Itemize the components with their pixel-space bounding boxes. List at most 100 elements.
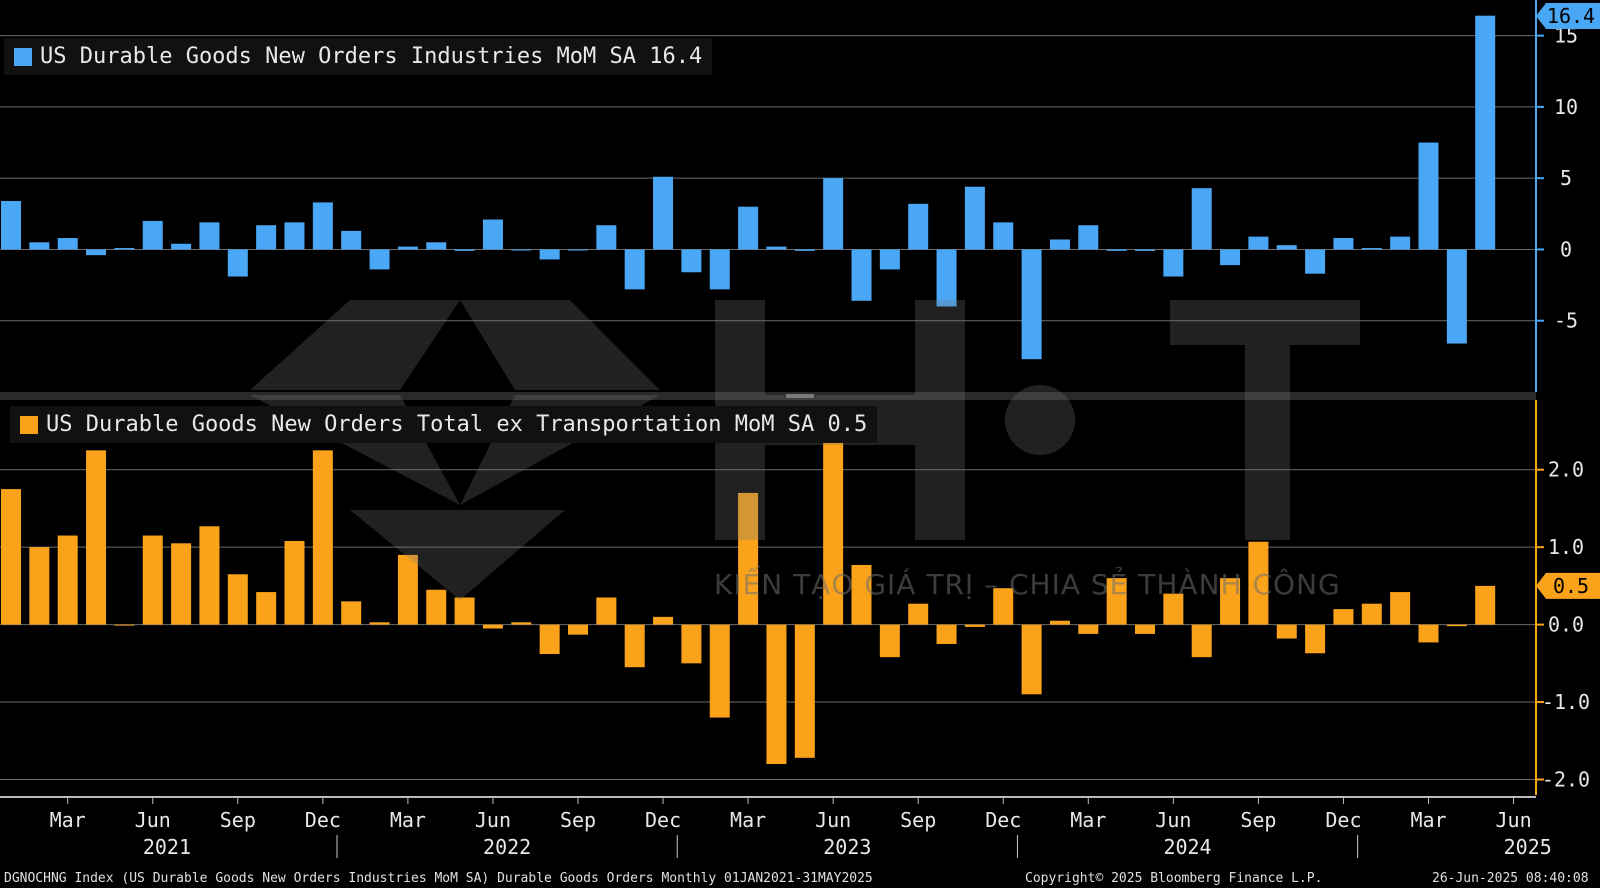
bottom-bar[interactable]	[653, 616, 674, 625]
top-bar[interactable]	[284, 222, 305, 250]
top-bar[interactable]	[1078, 225, 1099, 250]
top-bar[interactable]	[142, 220, 163, 250]
top-bar[interactable]	[1418, 142, 1439, 250]
top-bar[interactable]	[1191, 188, 1212, 250]
bottom-bar[interactable]	[1191, 624, 1212, 658]
top-bar[interactable]	[1106, 249, 1127, 251]
top-bar[interactable]	[369, 249, 390, 270]
panel-resize-handle[interactable]	[786, 394, 814, 398]
bottom-bar[interactable]	[369, 622, 390, 625]
top-bar[interactable]	[341, 230, 362, 250]
bottom-bar[interactable]	[511, 622, 532, 625]
bottom-bar[interactable]	[1475, 585, 1496, 625]
top-bar[interactable]	[964, 186, 985, 250]
bottom-bar[interactable]	[199, 526, 220, 625]
bottom-bar[interactable]	[341, 601, 362, 625]
top-bar[interactable]	[993, 222, 1014, 250]
bottom-bar[interactable]	[1220, 578, 1241, 625]
bottom-bar[interactable]	[596, 597, 617, 625]
top-bar[interactable]	[1446, 249, 1467, 344]
bottom-bar[interactable]	[964, 624, 985, 627]
top-bar[interactable]	[1276, 245, 1297, 250]
bottom-bar[interactable]	[851, 564, 872, 625]
top-bar[interactable]	[1021, 249, 1042, 360]
top-bar[interactable]	[312, 202, 333, 250]
bottom-bar[interactable]	[454, 597, 475, 625]
top-bar[interactable]	[936, 249, 957, 307]
bottom-bar[interactable]	[256, 592, 277, 625]
top-bar[interactable]	[29, 242, 50, 250]
top-bar[interactable]	[596, 225, 617, 250]
top-bar[interactable]	[539, 249, 560, 260]
top-bar[interactable]	[681, 249, 702, 273]
top-bar[interactable]	[1, 200, 21, 250]
bottom-bar[interactable]	[624, 624, 645, 668]
bottom-bar[interactable]	[397, 554, 418, 625]
bottom-bar[interactable]	[312, 450, 333, 625]
top-bar[interactable]	[1220, 249, 1241, 266]
bottom-bar[interactable]	[29, 547, 50, 625]
top-bar[interactable]	[57, 238, 78, 250]
bottom-bar[interactable]	[171, 543, 192, 625]
bottom-bar[interactable]	[1078, 624, 1099, 634]
bottom-bar[interactable]	[1446, 624, 1467, 627]
top-bar[interactable]	[227, 249, 248, 277]
bottom-bar[interactable]	[823, 430, 844, 625]
bottom-bar[interactable]	[1305, 624, 1326, 654]
top-bar[interactable]	[1390, 236, 1411, 250]
top-bar[interactable]	[397, 246, 418, 250]
top-bar[interactable]	[114, 248, 135, 250]
top-bar[interactable]	[426, 242, 447, 250]
bottom-bar[interactable]	[539, 624, 560, 655]
bottom-bar[interactable]	[1, 489, 21, 625]
bottom-bar[interactable]	[908, 603, 929, 625]
bottom-bar[interactable]	[993, 588, 1014, 625]
panel-divider[interactable]	[0, 392, 1536, 400]
bottom-legend[interactable]: US Durable Goods New Orders Total ex Tra…	[10, 406, 878, 443]
top-bar[interactable]	[256, 225, 277, 250]
bottom-bar[interactable]	[1049, 620, 1070, 625]
bottom-bar[interactable]	[1248, 541, 1269, 625]
top-bar[interactable]	[879, 249, 900, 270]
top-legend[interactable]: US Durable Goods New Orders Industries M…	[4, 38, 713, 75]
top-bar[interactable]	[1361, 248, 1382, 250]
bottom-bar[interactable]	[1418, 624, 1439, 643]
bottom-bar[interactable]	[482, 624, 503, 629]
top-bar[interactable]	[86, 249, 107, 256]
top-bar[interactable]	[908, 203, 929, 250]
top-bar[interactable]	[511, 249, 532, 251]
top-bar[interactable]	[482, 219, 503, 250]
bottom-bar[interactable]	[426, 589, 447, 625]
bottom-bar[interactable]	[57, 535, 78, 625]
top-bar[interactable]	[851, 249, 872, 301]
bottom-bar[interactable]	[681, 624, 702, 664]
bottom-bar[interactable]	[114, 624, 135, 626]
bottom-bar[interactable]	[1135, 624, 1155, 634]
bottom-bar[interactable]	[142, 535, 163, 625]
bottom-bar[interactable]	[766, 624, 787, 765]
top-bar[interactable]	[766, 246, 787, 250]
top-bar[interactable]	[199, 222, 220, 250]
bottom-bar[interactable]	[86, 450, 107, 625]
top-bar[interactable]	[568, 249, 588, 251]
top-bar[interactable]	[1475, 15, 1496, 250]
top-bar[interactable]	[823, 178, 844, 250]
top-bar[interactable]	[653, 176, 674, 250]
bottom-bar[interactable]	[568, 624, 588, 635]
bottom-bar[interactable]	[936, 624, 957, 644]
bottom-bar[interactable]	[1361, 603, 1382, 625]
top-bar[interactable]	[1248, 236, 1269, 250]
bottom-bar[interactable]	[709, 624, 730, 718]
top-bar[interactable]	[171, 243, 192, 250]
top-bar[interactable]	[1135, 249, 1155, 251]
bottom-bar[interactable]	[1163, 593, 1184, 625]
bottom-bar[interactable]	[794, 624, 815, 758]
bottom-bar[interactable]	[1276, 624, 1297, 639]
top-bar[interactable]	[738, 206, 759, 250]
top-bar[interactable]	[709, 249, 730, 290]
bottom-bar[interactable]	[738, 492, 759, 625]
bottom-bar[interactable]	[1333, 609, 1354, 625]
top-bar[interactable]	[1305, 249, 1326, 274]
bottom-bar[interactable]	[879, 624, 900, 658]
bottom-bar[interactable]	[1021, 624, 1042, 695]
